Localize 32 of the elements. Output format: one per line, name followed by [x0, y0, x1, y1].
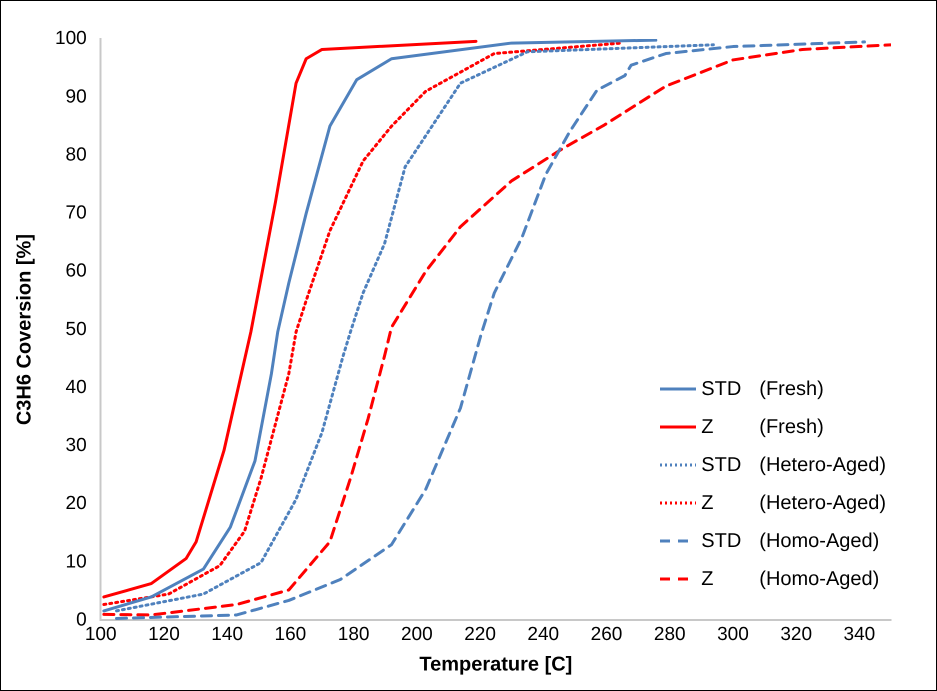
x-tick-label: 160 [274, 624, 306, 645]
text: Z (Fresh) [701, 416, 824, 438]
legend-label: STD (Hetero-Aged) [701, 453, 886, 478]
x-tick-label: 140 [211, 624, 243, 645]
x-tick-label: 220 [464, 624, 496, 645]
x-tick-label: 180 [338, 624, 370, 645]
x-tick-label: 260 [590, 624, 622, 645]
x-tick-label: 320 [780, 624, 812, 645]
y-tick-label: 60 [66, 260, 87, 282]
x-tick-label: 240 [527, 624, 560, 645]
y-tick-label: 100 [55, 28, 87, 50]
text: Z (Homo-Aged) [701, 568, 880, 590]
x-tick-label: 340 [844, 624, 876, 645]
y-tick-label: 70 [66, 202, 87, 224]
y-tick-label: 30 [66, 435, 87, 456]
legend-label: STD (Fresh) [701, 377, 824, 402]
x-tick-label: 280 [654, 624, 686, 645]
y-tick-label: 80 [66, 144, 87, 166]
x-axis-title: Temperature [C] [419, 654, 572, 676]
y-tick-label: 90 [66, 86, 87, 108]
y-tick-label: 10 [66, 551, 87, 572]
text: Z (Hetero-Aged) [701, 492, 886, 514]
y-tick-label: 20 [66, 493, 87, 514]
y-tick-label: 50 [66, 318, 87, 340]
x-tick-label: 100 [84, 624, 117, 645]
y-tick-label: 0 [76, 609, 87, 630]
x-tick-label: 200 [400, 624, 433, 645]
x-tick-label: 300 [717, 624, 749, 645]
y-axis-title: C3H6 Coversion [%] [14, 234, 36, 426]
y-tick-label: 40 [66, 376, 87, 398]
legend-label: STD (Homo-Aged) [701, 529, 880, 554]
x-tick-label: 120 [148, 624, 180, 645]
